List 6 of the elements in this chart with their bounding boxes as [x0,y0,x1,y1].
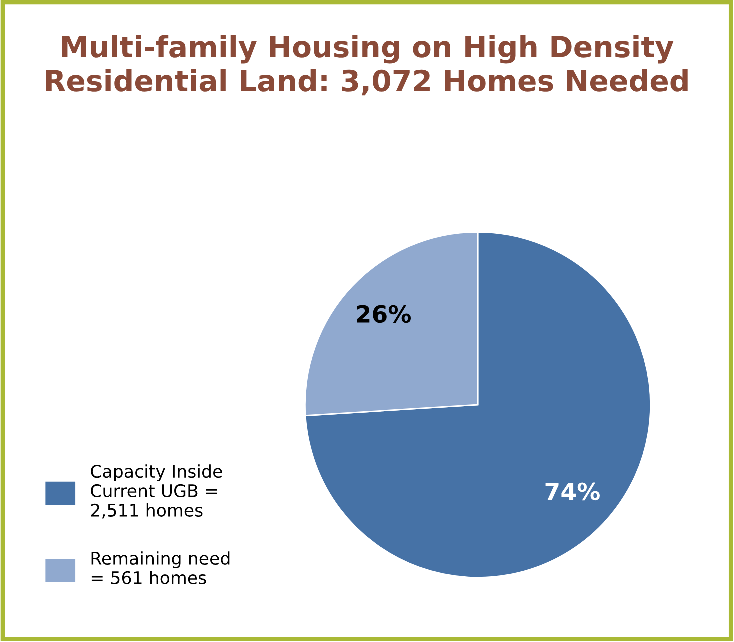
chart-title: Multi-family Housing on High Density Residential Land: 3,072 Homes Needed [46,35,688,96]
data-label: 74% [546,482,600,501]
legend-label: Capacity Inside Current UGB = 2,511 homes [91,464,222,519]
legend-label: Remaining need = 561 homes [92,552,230,584]
data-label: 26% [357,305,412,324]
pie-slice [304,232,652,578]
